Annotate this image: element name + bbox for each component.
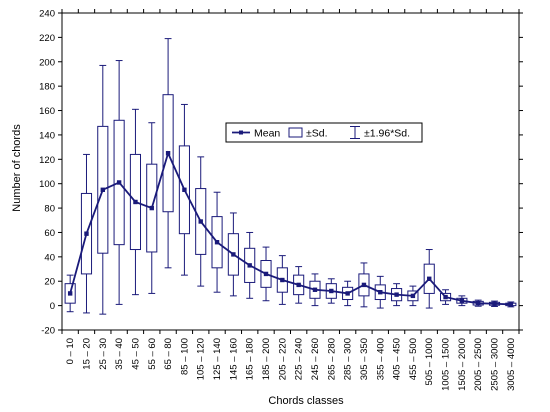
y-tick-label: 160 xyxy=(39,106,55,117)
x-tick-label: 145 – 160 xyxy=(228,338,239,380)
x-tick-label: 405 – 450 xyxy=(392,338,403,380)
x-tick-label: 185 – 200 xyxy=(261,338,272,380)
x-tick-label: 165 – 180 xyxy=(245,338,256,380)
mean-point xyxy=(133,199,138,205)
y-axis: -20 0 20 40 60 80 100 120 140 160 180 200 220 240 xyxy=(39,9,523,337)
mean-point xyxy=(280,277,285,283)
mean-point xyxy=(116,180,122,185)
mean-point xyxy=(198,219,203,224)
legend-sd-box xyxy=(288,127,303,138)
mean-point xyxy=(214,240,220,245)
y-tick-label: 40 xyxy=(44,252,55,263)
y-tick-label: 180 xyxy=(39,82,55,93)
mean-point xyxy=(443,294,448,300)
mean-point xyxy=(67,291,73,296)
mean-point xyxy=(100,187,106,192)
y-tick-label: 80 xyxy=(44,204,55,215)
mean-point xyxy=(296,282,301,288)
legend-sd196-label: ±1.96*Sd. xyxy=(364,128,410,140)
y-tick-label: 240 xyxy=(39,9,55,20)
mean-point xyxy=(345,291,350,296)
mean-point xyxy=(247,263,252,268)
series-mean xyxy=(67,150,514,307)
x-tick-label: 65 – 80 xyxy=(163,338,174,370)
x-tick-label: 305 – 350 xyxy=(359,338,370,380)
y-tick-label: -20 xyxy=(41,326,55,337)
x-tick-label: 455 – 500 xyxy=(408,338,419,380)
x-tick-label: 15 – 20 xyxy=(81,338,92,370)
mean-point xyxy=(410,293,416,299)
y-tick-label: 60 xyxy=(44,228,55,239)
legend-sd-label: ±Sd. xyxy=(306,128,328,140)
y-tick-label: 120 xyxy=(39,155,55,166)
y-tick-label: 200 xyxy=(39,57,55,68)
mean-point xyxy=(427,276,432,281)
x-tick-label: 3005 – 4000 xyxy=(506,338,517,391)
x-tick-label: 205 – 220 xyxy=(277,338,288,380)
x-tick-label: 265 – 280 xyxy=(326,338,337,380)
mean-point xyxy=(508,302,514,307)
x-tick-label: 45 – 50 xyxy=(130,338,141,370)
mean-point xyxy=(165,151,171,156)
x-tick-label: 125 – 140 xyxy=(212,338,223,380)
mean-point xyxy=(329,288,334,294)
mean-point xyxy=(492,301,497,306)
mean-point xyxy=(361,282,367,288)
series-boxes xyxy=(64,38,517,315)
x-tick-label: 0 – 10 xyxy=(65,338,76,364)
x-axis-title: Chords classes xyxy=(268,395,344,407)
x-tick-label: 2505 – 3000 xyxy=(490,338,501,391)
mean-point xyxy=(475,300,481,306)
x-tick-label: 2005 – 2500 xyxy=(473,338,484,391)
mean-point xyxy=(263,271,269,277)
y-tick-label: 140 xyxy=(39,130,55,141)
y-axis-title: Number of chords xyxy=(11,124,23,212)
legend-mean-label: Mean xyxy=(254,128,280,140)
legend-mean-marker xyxy=(239,130,243,135)
y-tick-label: 0 xyxy=(50,301,55,312)
x-tick-label: 1505 – 2000 xyxy=(457,338,468,391)
mean-point xyxy=(84,231,89,236)
y-tick-label: 100 xyxy=(39,179,55,190)
mean-point xyxy=(312,287,318,292)
legend: Mean ±Sd. ±1.96*Sd. xyxy=(225,122,423,143)
x-tick-label: 1005 – 1500 xyxy=(441,338,452,391)
x-tick-label: 105 – 120 xyxy=(196,338,207,380)
mean-point xyxy=(231,252,236,257)
mean-point xyxy=(149,205,154,211)
mean-point xyxy=(394,292,399,297)
x-tick-label: 25 – 30 xyxy=(98,338,109,370)
x-tick-label: 505 – 1000 xyxy=(424,338,435,386)
x-tick-label: 225 – 240 xyxy=(294,338,305,380)
mean-line xyxy=(69,150,511,306)
x-tick-label: 285 – 300 xyxy=(343,338,354,380)
x-tick-label: 245 – 260 xyxy=(310,338,321,380)
x-axis: 0 – 10 15 – 20 25 – 30 35 – 40 45 – 50 55 – 6… xyxy=(61,9,520,391)
y-tick-label: 220 xyxy=(39,33,55,44)
mean-point xyxy=(182,187,187,192)
x-tick-label: 355 – 400 xyxy=(375,338,386,380)
x-tick-label: 55 – 60 xyxy=(147,338,158,370)
mean-point xyxy=(459,298,465,303)
x-tick-label: 35 – 40 xyxy=(114,338,125,370)
mean-point xyxy=(378,290,383,295)
legend-box xyxy=(225,122,423,143)
y-tick-label: 20 xyxy=(44,277,55,288)
x-tick-label: 85 – 100 xyxy=(179,338,190,375)
